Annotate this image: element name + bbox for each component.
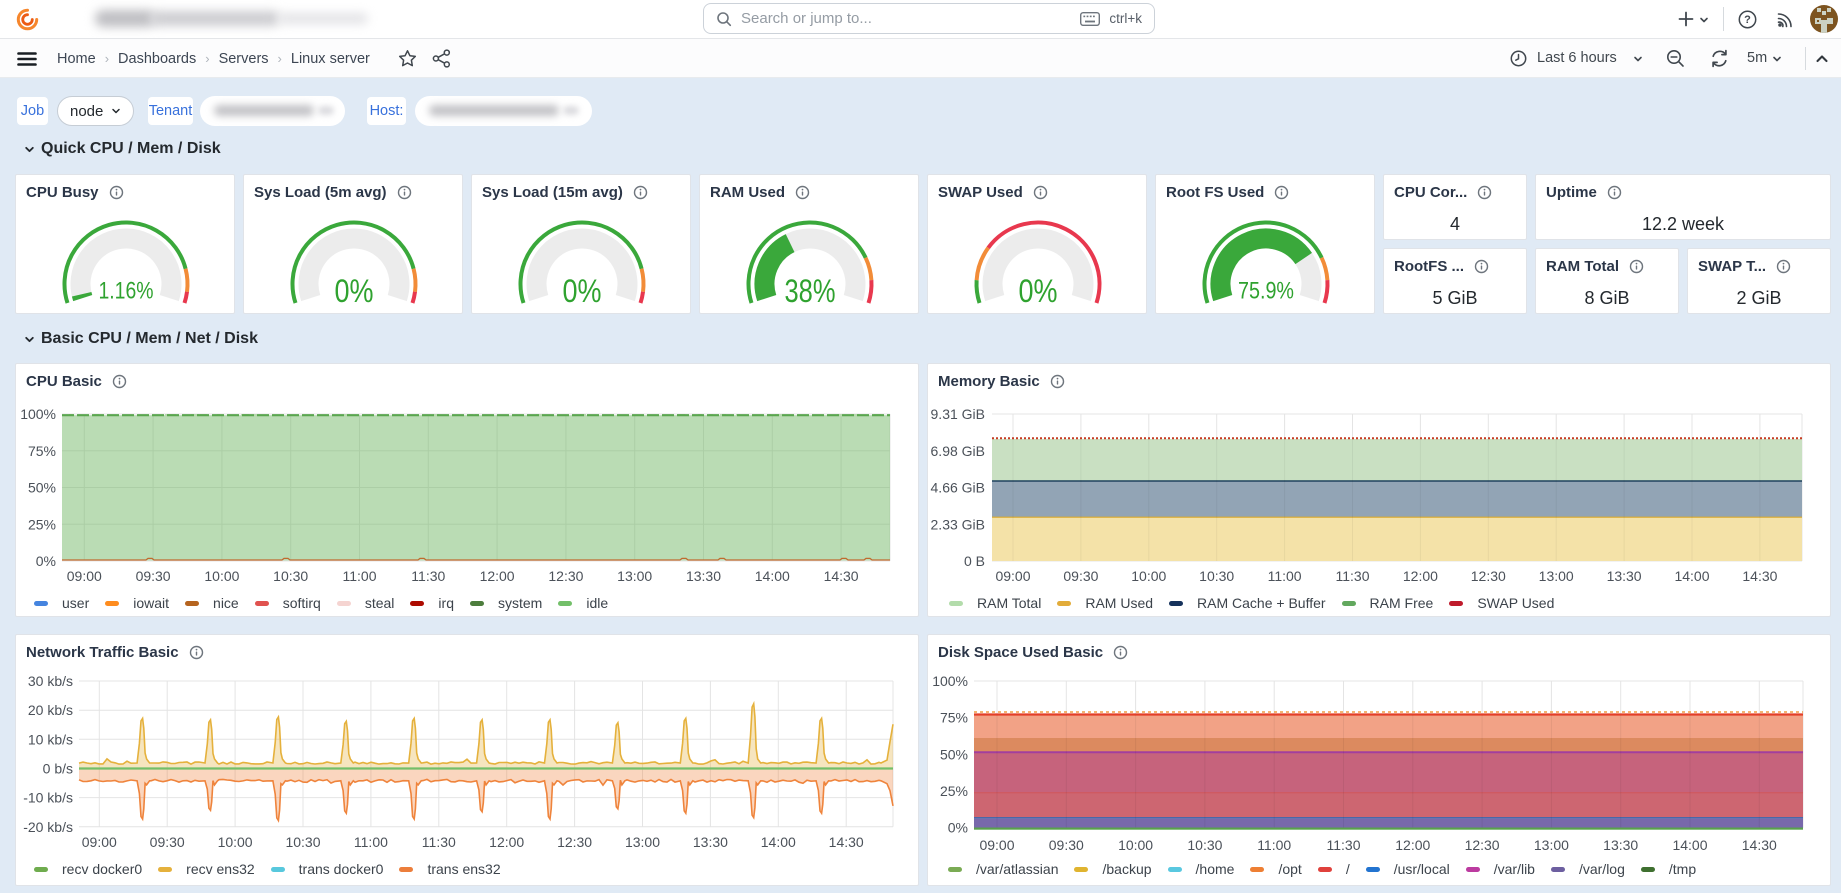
svg-text:14:00: 14:00	[755, 568, 790, 584]
svg-text:38%: 38%	[785, 273, 836, 309]
svg-text:11:00: 11:00	[1268, 568, 1302, 584]
svg-text:-10 kb/s: -10 kb/s	[23, 790, 73, 806]
svg-text:6.98 GiB: 6.98 GiB	[931, 443, 985, 459]
svg-text:10:30: 10:30	[273, 568, 308, 584]
svg-text:?: ?	[1744, 14, 1751, 26]
svg-text:10:00: 10:00	[204, 568, 239, 584]
svg-text:13:30: 13:30	[686, 568, 721, 584]
svg-text:11:30: 11:30	[1327, 837, 1361, 853]
svg-text:13:30: 13:30	[1607, 568, 1642, 584]
svg-text:0%: 0%	[563, 273, 602, 309]
svg-text:100%: 100%	[20, 406, 56, 422]
svg-text:0%: 0%	[335, 273, 374, 309]
svg-text:12:00: 12:00	[489, 834, 524, 850]
svg-text:11:30: 11:30	[1336, 568, 1370, 584]
svg-text:09:00: 09:00	[995, 568, 1030, 584]
svg-text:14:00: 14:00	[1674, 568, 1709, 584]
svg-text:10:00: 10:00	[218, 834, 253, 850]
svg-text:0 b/s: 0 b/s	[43, 761, 73, 777]
svg-text:11:30: 11:30	[411, 568, 445, 584]
svg-text:50%: 50%	[940, 746, 968, 762]
svg-text:10:00: 10:00	[1118, 837, 1153, 853]
svg-text:0 B: 0 B	[964, 553, 985, 569]
svg-text:13:30: 13:30	[1603, 837, 1638, 853]
svg-text:09:30: 09:30	[1049, 837, 1084, 853]
svg-text:0%: 0%	[36, 553, 56, 569]
svg-text:09:30: 09:30	[150, 834, 185, 850]
svg-text:12:30: 12:30	[1471, 568, 1506, 584]
svg-text:9.31 GiB: 9.31 GiB	[931, 406, 985, 422]
svg-text:4.66 GiB: 4.66 GiB	[931, 480, 985, 496]
svg-text:11:30: 11:30	[422, 834, 456, 850]
svg-text:13:00: 13:00	[1534, 837, 1569, 853]
svg-text:12:30: 12:30	[557, 834, 592, 850]
svg-text:0%: 0%	[948, 820, 968, 836]
svg-text:14:30: 14:30	[1742, 568, 1777, 584]
svg-text:12:00: 12:00	[1395, 837, 1430, 853]
svg-text:13:00: 13:00	[1539, 568, 1574, 584]
svg-text:11:00: 11:00	[343, 568, 377, 584]
svg-text:10:30: 10:30	[285, 834, 320, 850]
svg-text:25%: 25%	[28, 516, 56, 532]
svg-text:12:00: 12:00	[480, 568, 515, 584]
svg-text:10:00: 10:00	[1131, 568, 1166, 584]
svg-text:13:00: 13:00	[625, 834, 660, 850]
svg-text:14:30: 14:30	[1742, 837, 1777, 853]
svg-text:11:00: 11:00	[1257, 837, 1291, 853]
svg-text:09:00: 09:00	[82, 834, 117, 850]
svg-text:12:30: 12:30	[1465, 837, 1500, 853]
svg-text:10:30: 10:30	[1199, 568, 1234, 584]
svg-text:14:00: 14:00	[761, 834, 796, 850]
svg-text:2.33 GiB: 2.33 GiB	[931, 516, 985, 532]
svg-text:20 kb/s: 20 kb/s	[28, 702, 73, 718]
svg-text:09:30: 09:30	[136, 568, 171, 584]
svg-text:13:00: 13:00	[617, 568, 652, 584]
svg-text:50%: 50%	[28, 480, 56, 496]
svg-text:09:00: 09:00	[979, 837, 1014, 853]
svg-text:75.9%: 75.9%	[1238, 278, 1294, 305]
svg-text:09:30: 09:30	[1063, 568, 1098, 584]
svg-text:30 kb/s: 30 kb/s	[28, 673, 73, 689]
svg-text:14:00: 14:00	[1672, 837, 1707, 853]
svg-text:10 kb/s: 10 kb/s	[28, 731, 73, 747]
svg-text:13:30: 13:30	[693, 834, 728, 850]
svg-text:14:30: 14:30	[829, 834, 864, 850]
svg-text:11:00: 11:00	[354, 834, 388, 850]
svg-text:09:00: 09:00	[67, 568, 102, 584]
svg-text:12:00: 12:00	[1403, 568, 1438, 584]
svg-text:14:30: 14:30	[824, 568, 859, 584]
svg-text:0%: 0%	[1019, 273, 1058, 309]
svg-text:75%: 75%	[940, 710, 968, 726]
svg-text:10:30: 10:30	[1187, 837, 1222, 853]
svg-text:-20 kb/s: -20 kb/s	[23, 819, 73, 835]
svg-text:100%: 100%	[932, 673, 968, 689]
svg-text:1.16%: 1.16%	[99, 278, 154, 305]
svg-text:75%: 75%	[28, 443, 56, 459]
svg-text:25%: 25%	[940, 783, 968, 799]
svg-text:12:30: 12:30	[548, 568, 583, 584]
